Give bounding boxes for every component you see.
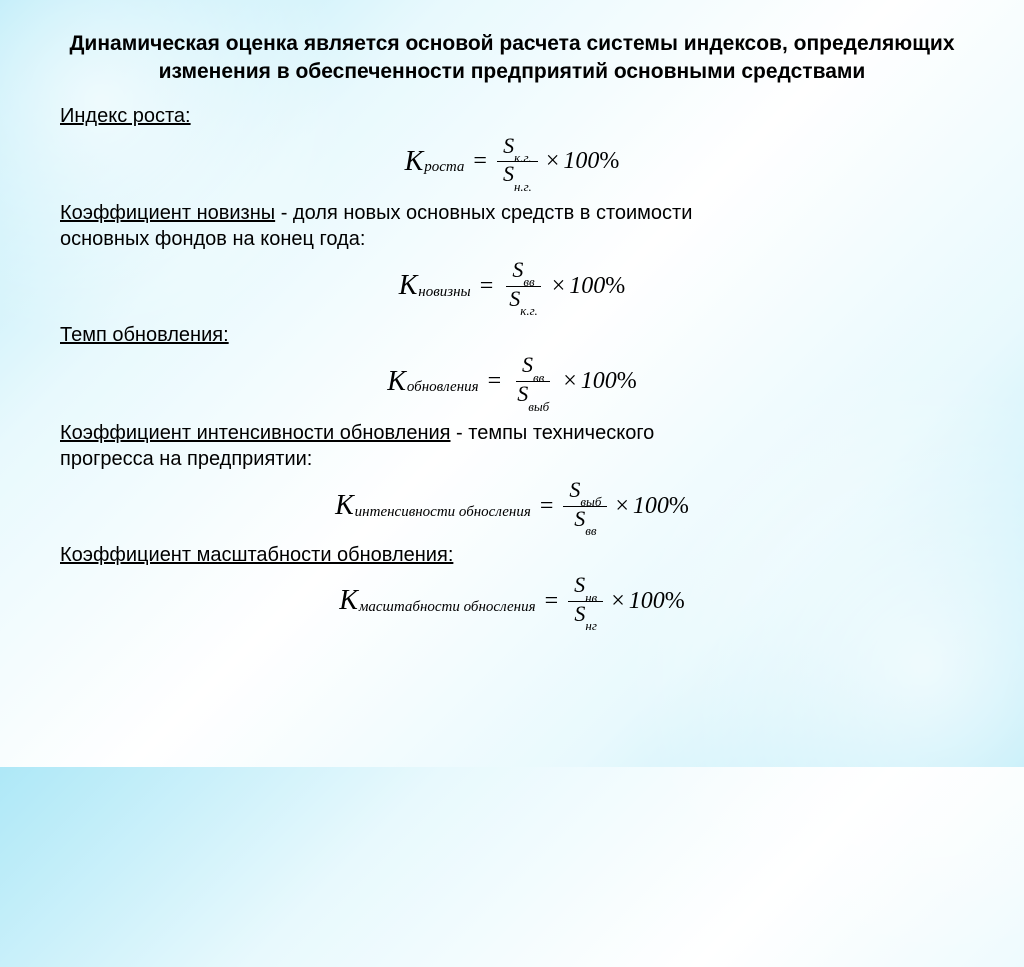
formula-1: К роста = Sк.г. Sн.г. × 100%	[60, 134, 964, 190]
sym-pct: %	[599, 148, 619, 175]
label-1: Индекс роста:	[60, 105, 191, 127]
hundred: 100	[633, 493, 669, 520]
frac-1: Sк.г. Sн.г.	[497, 134, 538, 190]
label-5: Коэффициент масштабности обновления:	[60, 544, 453, 566]
sym-mult: ×	[552, 273, 566, 300]
section-1: Индекс роста: К роста = Sк.г. Sн.г. × 10…	[60, 105, 964, 190]
desc-4b: прогресса на предприятии:	[60, 446, 964, 472]
hundred: 100	[569, 273, 605, 300]
sym-eq: =	[545, 588, 559, 615]
sym-pct: %	[617, 368, 637, 395]
slide-title: Динамическая оценка является основой рас…	[60, 30, 964, 87]
sym-mult: ×	[563, 368, 577, 395]
desc-2a: - доля новых основных средств в стоимост…	[275, 202, 692, 224]
ksub-5: масштабности обносления	[359, 599, 536, 616]
frac-3: Sвв Sвыб	[511, 353, 555, 409]
den-sub-1: н.г.	[514, 179, 532, 194]
sym-eq: =	[480, 273, 494, 300]
hundred: 100	[563, 148, 599, 175]
section-2: Коэффициент новизны - доля новых основны…	[60, 200, 964, 314]
desc-4a: - темпы технического	[451, 422, 655, 444]
sym-mult: ×	[615, 493, 629, 520]
sym-K: К	[405, 146, 424, 178]
sym-mult: ×	[611, 588, 625, 615]
sym-S: S	[503, 133, 514, 158]
ksub-3: обновления	[407, 379, 479, 396]
label-3: Темп обновления:	[60, 324, 229, 346]
sym-pct: %	[665, 588, 685, 615]
sym-pct: %	[605, 273, 625, 300]
section-4: Коэффициент интенсивности обновления - т…	[60, 420, 964, 534]
formula-4: К интенсивности обносления = Sвыб Sвв × …	[60, 478, 964, 534]
den-sub-2: к.г.	[520, 303, 537, 318]
sym-S: S	[574, 601, 585, 626]
frac-4: Sвыб Sвв	[563, 478, 607, 534]
slide-content: Динамическая оценка является основой рас…	[0, 0, 1024, 660]
hundred: 100	[581, 368, 617, 395]
label-4: Коэффициент интенсивности обновления	[60, 422, 451, 444]
sym-S: S	[517, 381, 528, 406]
ksub-2: новизны	[418, 284, 470, 301]
formula-3: К обновления = Sвв Sвыб × 100%	[60, 353, 964, 409]
sym-eq: =	[540, 493, 554, 520]
hundred: 100	[629, 588, 665, 615]
num-sub-5: нв	[585, 590, 597, 605]
sym-S: S	[509, 286, 520, 311]
ksub-1: роста	[424, 159, 464, 176]
den-sub-3: выб	[528, 399, 549, 414]
sym-pct: %	[669, 493, 689, 520]
den-sub-4: вв	[585, 523, 596, 538]
sym-K: К	[387, 366, 406, 398]
sym-S: S	[569, 477, 580, 502]
section-5: Коэффициент масштабности обновления: К м…	[60, 544, 964, 629]
sym-S: S	[574, 506, 585, 531]
formula-2: К новизны = Sвв Sк.г. × 100%	[60, 258, 964, 314]
sym-S: S	[522, 352, 533, 377]
sym-K: К	[339, 585, 358, 617]
sym-mult: ×	[546, 148, 560, 175]
formula-5: К масштабности обносления = Sнв Sнг × 10…	[60, 573, 964, 629]
ksub-4: интенсивности обносления	[355, 504, 531, 521]
num-sub-4: выб	[580, 494, 601, 509]
section-3: Темп обновления: К обновления = Sвв Sвыб…	[60, 324, 964, 409]
num-sub-2: вв	[523, 274, 534, 289]
sym-eq: =	[473, 148, 487, 175]
sym-S: S	[512, 257, 523, 282]
sym-K: К	[399, 270, 418, 302]
den-sub-5: нг	[585, 618, 597, 633]
frac-2: Sвв Sк.г.	[503, 258, 543, 314]
desc-2b: основных фондов на конец года:	[60, 226, 964, 252]
sym-S: S	[503, 161, 514, 186]
sym-eq: =	[488, 368, 502, 395]
label-2: Коэффициент новизны	[60, 202, 275, 224]
sym-K: К	[335, 490, 354, 522]
num-sub-3: вв	[533, 370, 544, 385]
sym-S: S	[574, 572, 585, 597]
num-sub-1: к.г.	[514, 150, 531, 165]
frac-5: Sнв Sнг	[568, 573, 603, 629]
